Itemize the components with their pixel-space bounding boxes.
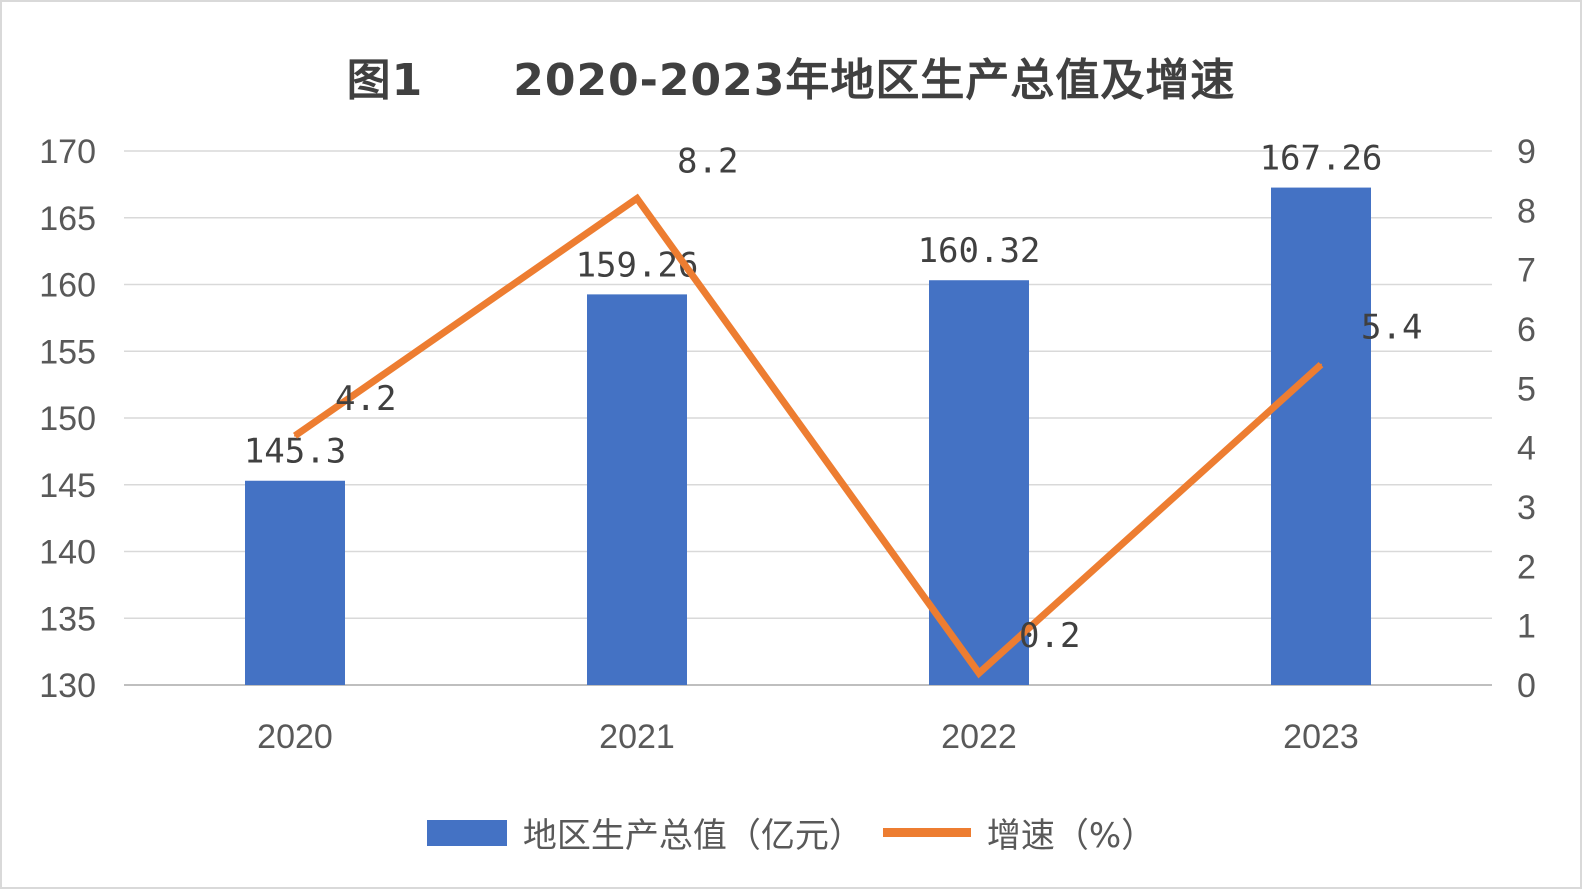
line-point (1320, 363, 1322, 366)
gridlines (124, 150, 1492, 686)
bar (587, 294, 687, 685)
legend-label-growth: 增速（%） (986, 816, 1156, 856)
legend-item-gdp: 地区生产总值（亿元） (426, 808, 863, 857)
left-tick-label: 145 (39, 467, 96, 505)
right-tick-label: 4 (1517, 430, 1536, 468)
legend-swatch-bar (426, 819, 507, 846)
growth-line (293, 193, 1324, 679)
category-label: 2022 (941, 718, 1017, 756)
legend-label-gdp: 地区生产总值（亿元） (522, 816, 863, 856)
legend-item-growth: 增速（%） (882, 808, 1156, 857)
right-tick-label: 0 (1517, 667, 1536, 705)
line-point (978, 672, 980, 675)
right-tick-label: 5 (1517, 370, 1536, 408)
bar (1271, 187, 1371, 686)
right-tick-label: 7 (1517, 252, 1536, 290)
bar-value-label: 167.26 (1260, 139, 1383, 179)
legend: 地区生产总值（亿元） 增速（%） (0, 808, 1582, 857)
left-tick-label: 160 (39, 267, 96, 305)
bar-value-label: 159.26 (576, 245, 699, 285)
right-tick-label: 3 (1517, 489, 1536, 527)
left-tick-label: 155 (39, 333, 96, 371)
category-label: 2023 (1283, 718, 1359, 756)
category-label: 2020 (257, 718, 333, 756)
right-tick-label: 2 (1517, 548, 1536, 586)
category-label: 2021 (599, 718, 675, 756)
bar-series (245, 187, 1371, 686)
line-point (636, 197, 638, 200)
line-data-labels: 4.2 8.2 0.2 5.4 (335, 141, 1422, 656)
bar-data-labels: 145.3 159.26 160.32 167.26 (244, 139, 1383, 472)
left-axis-ticks: 130 135 140 145 150 155 160 165 170 (39, 133, 96, 705)
left-tick-label: 130 (39, 667, 96, 705)
line-series (293, 193, 1324, 679)
left-tick-label: 150 (39, 400, 96, 438)
line-value-label: 4.2 (335, 379, 396, 419)
line-value-label: 0.2 (1019, 616, 1080, 656)
right-tick-label: 8 (1517, 192, 1536, 230)
bar (929, 280, 1029, 685)
bar (245, 480, 345, 685)
bar-value-label: 145.3 (244, 432, 346, 472)
line-value-label: 8.2 (677, 141, 738, 181)
category-labels: 2020 2021 2022 2023 (257, 718, 1359, 756)
left-tick-label: 170 (39, 133, 96, 171)
left-tick-label: 140 (39, 534, 96, 572)
right-tick-label: 6 (1517, 311, 1536, 349)
left-tick-label: 135 (39, 600, 96, 638)
right-tick-label: 9 (1517, 133, 1536, 171)
line-value-label: 5.4 (1361, 308, 1422, 348)
chart-title: 图1 2020-2023年地区生产总值及增速 (346, 55, 1236, 106)
right-tick-label: 1 (1517, 608, 1536, 646)
legend-swatch-line (882, 828, 971, 837)
bar-value-label: 160.32 (918, 231, 1041, 271)
left-tick-label: 165 (39, 200, 96, 238)
right-axis-ticks: 0 1 2 3 4 5 6 7 8 9 (1517, 133, 1536, 705)
line-point (294, 434, 296, 437)
